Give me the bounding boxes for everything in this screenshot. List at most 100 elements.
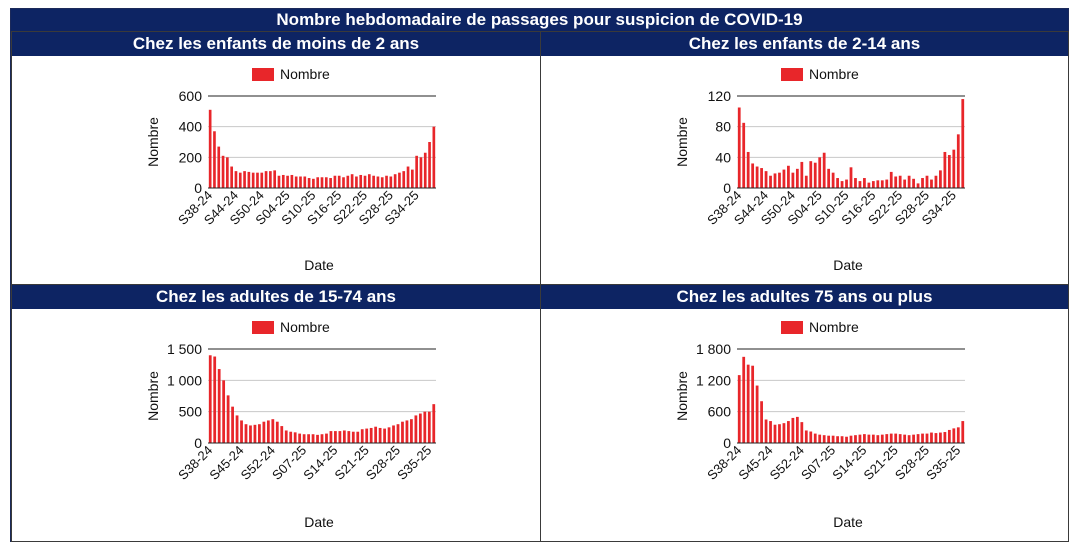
bar: [751, 163, 755, 188]
chart-panel-75-plus: Chez les adultes 75 ans ou plus Nombre 0 6…: [540, 284, 1069, 542]
bar: [876, 180, 880, 188]
chart-svg: Nombre04080120S38-24S44-24S50-24S04-25S1…: [674, 66, 965, 273]
bar: [423, 411, 427, 443]
bar: [298, 433, 302, 443]
bar: [365, 428, 369, 443]
bar: [222, 380, 226, 443]
bar: [943, 151, 947, 188]
bar: [280, 426, 284, 443]
bar: [934, 433, 938, 443]
bar: [356, 431, 360, 443]
bar: [423, 152, 427, 188]
bar: [311, 434, 315, 443]
bar: [410, 419, 413, 443]
bar: [961, 99, 965, 188]
bar: [934, 175, 938, 188]
y-tick-label: 400: [179, 119, 203, 135]
bar: [428, 142, 431, 188]
bar: [320, 434, 324, 443]
bar: [889, 433, 893, 443]
y-tick-label: 1 200: [696, 372, 731, 388]
bar: [374, 426, 378, 443]
bar: [329, 431, 333, 443]
bar: [363, 175, 367, 188]
bar: [769, 421, 772, 443]
x-tick-label: S14-25: [300, 443, 340, 483]
bar: [840, 181, 844, 188]
bar: [316, 434, 319, 443]
bar: [258, 424, 261, 443]
bar: [930, 179, 933, 188]
bar: [746, 151, 750, 188]
bar: [240, 420, 243, 443]
bar: [822, 435, 826, 443]
bar: [289, 431, 293, 443]
y-tick-label: 0: [723, 180, 731, 196]
y-tick-label: 1 000: [167, 372, 202, 388]
chart-panel-15-74: Chez les adultes de 15-74 ans Nombre 0 500…: [11, 284, 541, 542]
bar: [787, 421, 790, 443]
y-tick-label: 40: [715, 149, 731, 165]
x-tick-label: S07-25: [269, 443, 309, 483]
bar: [804, 430, 808, 443]
bar: [389, 176, 393, 188]
bar: [880, 180, 884, 188]
bar: [286, 175, 289, 188]
legend-swatch: [781, 68, 803, 81]
bar: [751, 365, 755, 443]
x-tick-label: S52-24: [238, 443, 278, 483]
bar: [912, 434, 915, 443]
bar: [208, 355, 212, 443]
x-tick-label: S14-25: [829, 443, 869, 483]
bar: [217, 369, 221, 443]
bar: [281, 174, 285, 188]
legend-swatch: [781, 321, 803, 334]
bar: [213, 131, 216, 188]
x-tick-label: S07-25: [798, 443, 838, 483]
bar: [947, 429, 951, 443]
x-axis-title: Date: [304, 514, 334, 530]
bar: [380, 177, 384, 188]
y-tick-label: 600: [179, 88, 203, 104]
bar: [350, 174, 354, 188]
bar: [791, 417, 795, 443]
bar: [324, 177, 328, 188]
bar: [414, 415, 418, 443]
x-tick-label: S28-25: [892, 443, 932, 483]
bar: [782, 423, 786, 443]
y-tick-label: 0: [194, 435, 202, 451]
x-tick-label: S52-24: [767, 443, 807, 483]
bar: [943, 432, 947, 443]
bar: [307, 434, 310, 443]
chart-panel-under-2: Chez les enfants de moins de 2 ans Nombr…: [11, 31, 541, 285]
bar: [952, 428, 956, 443]
x-axis-title: Date: [833, 514, 863, 530]
bar: [256, 172, 259, 188]
bar: [208, 109, 212, 188]
bar: [885, 434, 889, 443]
bar: [778, 172, 781, 188]
bar: [244, 424, 248, 443]
bar: [947, 155, 951, 188]
bar: [818, 434, 822, 443]
bar: [876, 435, 880, 443]
bar: [411, 169, 414, 188]
bar: [907, 175, 911, 188]
x-tick-label: S45-24: [735, 443, 775, 483]
bar: [402, 171, 406, 188]
bar: [939, 170, 942, 188]
chart-title: Chez les enfants de 2-14 ans: [541, 32, 1068, 56]
bar: [916, 183, 920, 188]
bar: [427, 411, 431, 443]
bar: [849, 167, 853, 188]
bar: [818, 157, 822, 188]
bar: [392, 425, 395, 443]
bar: [234, 171, 238, 188]
bar: [813, 162, 817, 188]
bar: [347, 431, 351, 443]
bar: [247, 171, 251, 188]
y-axis-title: Nombre: [145, 371, 161, 421]
bar: [894, 176, 898, 188]
bar: [393, 174, 397, 188]
